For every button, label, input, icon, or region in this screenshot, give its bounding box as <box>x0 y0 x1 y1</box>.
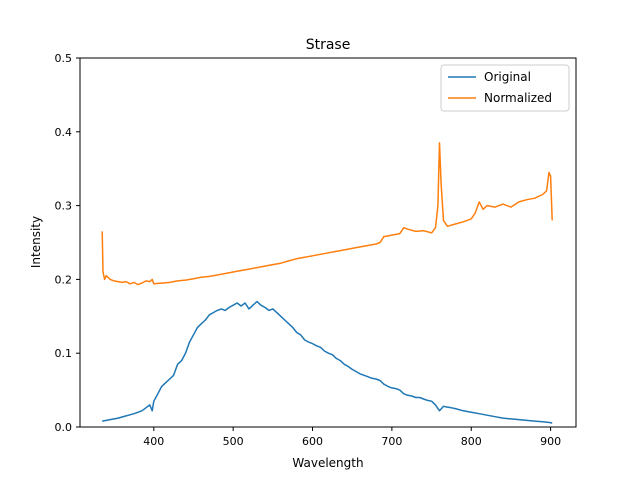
x-tick-label: 800 <box>461 435 482 448</box>
y-tick-label: 0.3 <box>55 200 73 213</box>
x-axis-label: Wavelength <box>292 456 363 470</box>
x-axis: 400 500 600 700 800 900 <box>143 427 561 448</box>
legend-label-normalized: Normalized <box>484 91 552 105</box>
y-axis-label: Intensity <box>29 216 43 268</box>
y-tick-label: 0.5 <box>55 52 73 65</box>
chart-title: Strase <box>306 37 351 53</box>
series-lines <box>101 142 553 424</box>
y-tick-label: 0.1 <box>55 347 73 360</box>
y-tick-label: 0.2 <box>55 273 73 286</box>
legend: Original Normalized <box>440 64 570 112</box>
y-tick-label: 0.4 <box>55 126 73 139</box>
series-line-original <box>102 300 553 424</box>
x-tick-label: 900 <box>540 435 561 448</box>
x-tick-label: 600 <box>302 435 323 448</box>
y-tick-label: 0.0 <box>55 421 73 434</box>
series-line-normalized <box>101 142 553 286</box>
x-tick-label: 500 <box>223 435 244 448</box>
legend-label-original: Original <box>484 70 531 84</box>
y-axis: 0.0 0.1 0.2 0.3 0.4 0.5 <box>55 52 80 434</box>
x-tick-label: 400 <box>143 435 164 448</box>
x-tick-label: 700 <box>381 435 402 448</box>
axes-frame <box>79 57 577 428</box>
